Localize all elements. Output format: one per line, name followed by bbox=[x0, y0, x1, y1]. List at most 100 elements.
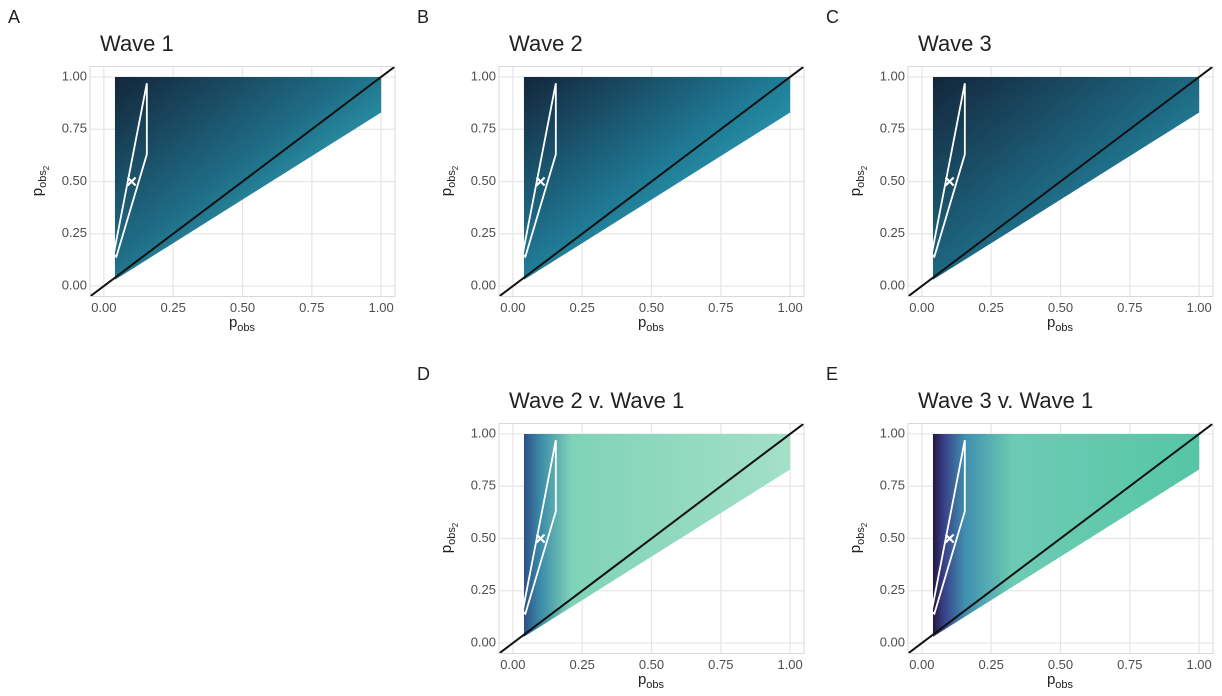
panel-title: Wave 3 v. Wave 1 bbox=[918, 388, 1093, 413]
y-tick-label: 0.00 bbox=[471, 634, 496, 649]
y-axis-label-subsubscript: 2 bbox=[451, 165, 460, 170]
y-tick-label: 0.25 bbox=[880, 225, 905, 240]
x-tick-label: 0.25 bbox=[570, 657, 595, 672]
y-tick-label: 0.50 bbox=[880, 530, 905, 545]
y-tick-label: 0.75 bbox=[471, 478, 496, 493]
x-axis-label: pobs bbox=[638, 671, 665, 691]
outline-polygon bbox=[521, 83, 557, 259]
y-tick-label: 0.50 bbox=[471, 530, 496, 545]
x-tick-label: 0.75 bbox=[1117, 300, 1142, 315]
y-axis-label: pobs2 bbox=[847, 522, 869, 553]
y-tick-label: 0.00 bbox=[62, 277, 87, 292]
y-tick-label: 0.50 bbox=[62, 173, 87, 188]
point-marker bbox=[535, 533, 546, 544]
x-tick-label: 0.50 bbox=[639, 300, 664, 315]
x-tick-label: 0.25 bbox=[979, 300, 1004, 315]
reference-line bbox=[908, 66, 1213, 297]
panel-letter: A bbox=[8, 7, 20, 27]
x-axis-label: pobs bbox=[229, 314, 256, 334]
y-tick-label: 0.75 bbox=[880, 121, 905, 136]
point-marker bbox=[126, 176, 137, 187]
y-axis-label: pobs2 bbox=[29, 165, 51, 196]
y-tick-label: 0.25 bbox=[880, 582, 905, 597]
y-axis-label-subsubscript: 2 bbox=[451, 522, 460, 527]
x-axis-label: pobs bbox=[1047, 314, 1074, 334]
outline-polygon bbox=[112, 83, 148, 259]
y-tick-label: 0.25 bbox=[471, 582, 496, 597]
x-axis-label-subscript: obs bbox=[1055, 322, 1073, 334]
panel: D Wave 2 v. Wave 1 0.00 0.25 0.50 0.75 1.00 0.0… bbox=[417, 364, 805, 691]
y-axis-label-subsubscript: 2 bbox=[860, 522, 869, 527]
x-axis-label-subscript: obs bbox=[646, 322, 664, 334]
panel-title: Wave 3 bbox=[918, 31, 992, 56]
y-axis-label-subsubscript: 2 bbox=[42, 165, 51, 170]
panel: C Wave 3 0.00 0.25 0.50 0.75 1.00 0.00 0.25 0.50 0… bbox=[826, 7, 1214, 334]
y-axis-label-subscript: obs bbox=[855, 170, 867, 188]
panel: B Wave 2 0.00 0.25 0.50 0.75 1.00 0.00 0.25 0.50 0… bbox=[417, 7, 805, 334]
y-tick-label: 1.00 bbox=[880, 425, 905, 440]
x-tick-label: 0.00 bbox=[909, 657, 934, 672]
y-tick-label: 1.00 bbox=[62, 68, 87, 83]
x-axis-label: pobs bbox=[1047, 671, 1074, 691]
panel-title: Wave 2 bbox=[509, 31, 583, 56]
x-axis-label-subscript: obs bbox=[237, 322, 255, 334]
y-tick-label: 0.50 bbox=[880, 173, 905, 188]
panel-border bbox=[498, 66, 805, 297]
panel-border bbox=[498, 423, 805, 654]
x-tick-label: 0.75 bbox=[299, 300, 324, 315]
x-tick-label: 0.50 bbox=[230, 300, 255, 315]
x-tick-label: 0.00 bbox=[500, 657, 525, 672]
x-tick-label: 0.25 bbox=[979, 657, 1004, 672]
reference-line bbox=[499, 423, 804, 654]
x-tick-label: 0.75 bbox=[1117, 657, 1142, 672]
outline-polygon bbox=[521, 440, 557, 616]
x-tick-label: 0.50 bbox=[1048, 657, 1073, 672]
y-tick-label: 0.25 bbox=[62, 225, 87, 240]
reference-line bbox=[499, 66, 804, 297]
y-tick-label: 0.75 bbox=[880, 478, 905, 493]
point-marker bbox=[944, 176, 955, 187]
y-axis-label: pobs2 bbox=[438, 165, 460, 196]
reference-line bbox=[90, 66, 395, 297]
x-axis-label-subscript: obs bbox=[1055, 679, 1073, 691]
panel-border bbox=[907, 66, 1214, 297]
y-tick-label: 0.00 bbox=[880, 634, 905, 649]
x-tick-label: 0.75 bbox=[708, 657, 733, 672]
y-axis-label-subsubscript: 2 bbox=[860, 165, 869, 170]
panel-title: Wave 1 bbox=[100, 31, 174, 56]
panel-letter: E bbox=[826, 364, 838, 384]
y-axis-label-subscript: obs bbox=[446, 527, 458, 545]
panel-letter: B bbox=[417, 7, 429, 27]
x-tick-label: 0.00 bbox=[909, 300, 934, 315]
reference-line bbox=[908, 423, 1213, 654]
y-tick-label: 0.00 bbox=[880, 277, 905, 292]
panel-border bbox=[907, 423, 1214, 654]
y-tick-label: 1.00 bbox=[471, 68, 496, 83]
y-axis-label-subscript: obs bbox=[37, 170, 49, 188]
outline-polygon bbox=[930, 83, 966, 259]
x-tick-label: 0.75 bbox=[708, 300, 733, 315]
y-tick-label: 1.00 bbox=[471, 425, 496, 440]
y-tick-label: 1.00 bbox=[880, 68, 905, 83]
x-tick-label: 1.00 bbox=[777, 657, 802, 672]
panel-title: Wave 2 v. Wave 1 bbox=[509, 388, 684, 413]
x-tick-label: 0.00 bbox=[91, 300, 116, 315]
x-tick-label: 0.25 bbox=[161, 300, 186, 315]
panel-letter: C bbox=[826, 7, 839, 27]
y-tick-label: 0.25 bbox=[471, 225, 496, 240]
y-tick-label: 0.75 bbox=[62, 121, 87, 136]
y-axis-label-subscript: obs bbox=[446, 170, 458, 188]
x-tick-label: 1.00 bbox=[1186, 657, 1211, 672]
panel: E Wave 3 v. Wave 1 0.00 0.25 0.50 0.75 1.00 0.0… bbox=[826, 364, 1214, 691]
outline-polygon bbox=[930, 440, 966, 616]
y-axis-label: pobs2 bbox=[847, 165, 869, 196]
x-tick-label: 0.50 bbox=[639, 657, 664, 672]
panel-letter: D bbox=[417, 364, 430, 384]
y-tick-label: 0.00 bbox=[471, 277, 496, 292]
y-axis-label-subscript: obs bbox=[855, 527, 867, 545]
x-tick-label: 0.00 bbox=[500, 300, 525, 315]
x-axis-label-subscript: obs bbox=[646, 679, 664, 691]
y-tick-label: 0.50 bbox=[471, 173, 496, 188]
x-tick-label: 1.00 bbox=[368, 300, 393, 315]
